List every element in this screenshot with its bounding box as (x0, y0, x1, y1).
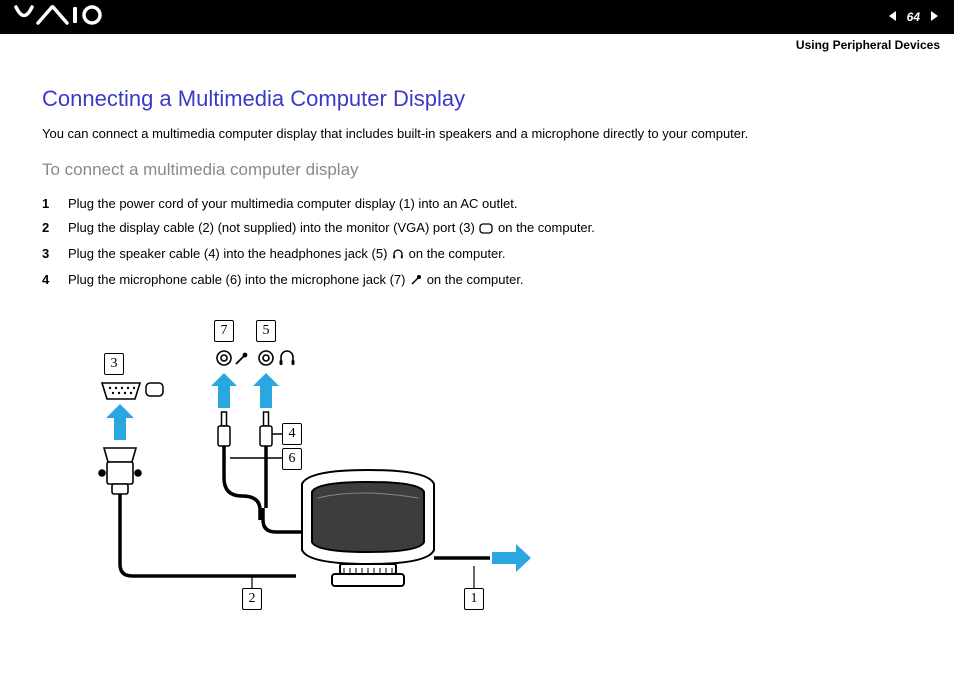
next-page-button[interactable] (928, 10, 940, 25)
callout-6: 6 (282, 448, 302, 470)
mic-jack-icon (217, 351, 247, 365)
top-bar: 64 (0, 0, 954, 34)
step-text: Plug the speaker cable (4) into the head… (68, 242, 506, 268)
vga-connector (99, 448, 141, 494)
step-number: 3 (42, 242, 68, 268)
page-title: Connecting a Multimedia Computer Display (42, 86, 912, 112)
step-number: 2 (42, 216, 68, 242)
step-4: 4 Plug the microphone cable (6) into the… (42, 268, 912, 294)
vaio-logo (14, 5, 104, 30)
callout-4: 4 (282, 423, 302, 445)
callout-2: 2 (242, 588, 262, 610)
step-number: 1 (42, 192, 68, 216)
steps-list: 1 Plug the power cord of your multimedia… (42, 192, 912, 294)
subheading: To connect a multimedia computer display (42, 160, 912, 180)
audio-plugs (218, 412, 282, 458)
callout-3: 3 (104, 353, 124, 375)
step-1: 1 Plug the power cord of your multimedia… (42, 192, 912, 216)
arrow-mic-up (211, 373, 237, 408)
callout-5: 5 (256, 320, 276, 342)
step-text: Plug the power cord of your multimedia c… (68, 192, 517, 216)
crt-monitor (302, 470, 434, 586)
step-text: Plug the display cable (2) (not supplied… (68, 216, 595, 242)
page-number: 64 (907, 10, 920, 24)
step-text: Plug the microphone cable (6) into the m… (68, 268, 524, 294)
step-number: 4 (42, 268, 68, 294)
prev-page-button[interactable] (887, 10, 899, 25)
step-3: 3 Plug the speaker cable (4) into the he… (42, 242, 912, 268)
arrow-hp-up (253, 373, 279, 408)
arrow-power-right (492, 544, 531, 572)
vga-port-icon (102, 383, 163, 399)
microphone-icon (410, 270, 422, 294)
step-2: 2 Plug the display cable (2) (not suppli… (42, 216, 912, 242)
callout-7: 7 (214, 320, 234, 342)
breadcrumb: Using Peripheral Devices (0, 34, 954, 52)
headphones-icon (392, 244, 404, 268)
connection-diagram: 3 7 5 4 6 2 1 (44, 308, 564, 618)
callout-1: 1 (464, 588, 484, 610)
headphones-jack-icon (259, 351, 295, 365)
page-nav: 64 (887, 10, 940, 25)
vga-port-icon (479, 218, 493, 242)
intro-paragraph: You can connect a multimedia computer di… (42, 124, 912, 144)
arrow-vga-up (106, 404, 134, 440)
page-content: Connecting a Multimedia Computer Display… (0, 52, 954, 618)
